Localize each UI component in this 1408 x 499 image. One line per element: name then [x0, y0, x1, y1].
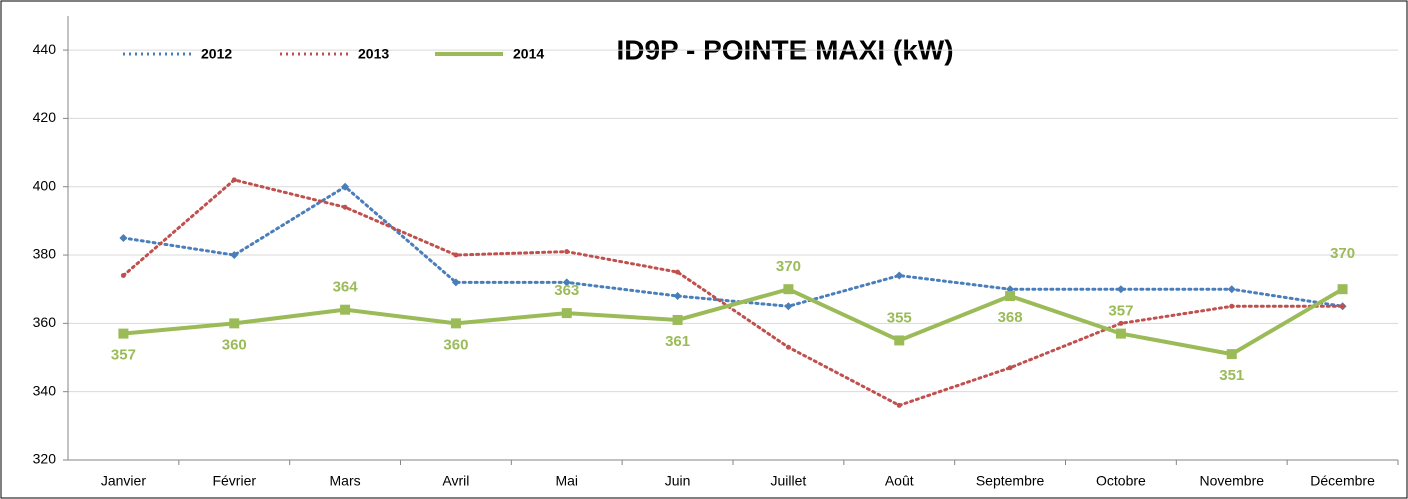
y-tick-label: 360	[33, 314, 57, 330]
marker	[342, 204, 348, 210]
marker	[785, 344, 791, 350]
data-label: 355	[887, 309, 912, 326]
x-tick-label: Mars	[330, 473, 361, 489]
marker	[451, 278, 460, 287]
x-tick-label: Janvier	[101, 473, 146, 489]
data-label: 370	[1330, 245, 1355, 262]
marker	[1007, 365, 1013, 371]
data-label: 364	[333, 279, 359, 296]
marker	[1229, 303, 1235, 309]
y-tick-label: 380	[33, 246, 57, 262]
x-tick-label: Juillet	[771, 473, 807, 489]
marker	[1116, 285, 1125, 294]
y-tick-label: 340	[33, 382, 57, 398]
marker	[673, 292, 682, 301]
marker	[1118, 320, 1124, 326]
marker	[120, 273, 126, 279]
marker	[230, 251, 239, 260]
x-tick-label: Octobre	[1096, 473, 1146, 489]
y-tick-label: 320	[33, 451, 57, 467]
marker	[672, 314, 683, 325]
data-label: 357	[1108, 303, 1133, 320]
data-label: 360	[222, 336, 247, 353]
data-label: 357	[111, 347, 136, 364]
marker	[894, 335, 905, 346]
marker	[562, 278, 571, 287]
data-label: 351	[1219, 367, 1244, 384]
marker	[675, 269, 681, 275]
marker	[231, 177, 237, 183]
marker	[561, 308, 572, 319]
marker	[229, 318, 240, 329]
series-line	[121, 178, 1345, 407]
x-tick-label: Septembre	[976, 473, 1045, 489]
legend-label: 2012	[201, 46, 232, 62]
marker	[896, 402, 902, 408]
marker	[1340, 303, 1346, 309]
x-tick-label: Juin	[665, 473, 691, 489]
marker	[340, 304, 351, 315]
data-label: 363	[554, 282, 579, 299]
data-label: 360	[443, 336, 468, 353]
marker	[784, 302, 793, 311]
marker	[1227, 285, 1236, 294]
marker	[1115, 328, 1126, 339]
marker	[895, 271, 904, 280]
marker	[118, 328, 129, 339]
marker	[450, 318, 461, 329]
y-tick-label: 400	[33, 177, 57, 193]
x-tick-label: Février	[212, 473, 256, 489]
marker	[1005, 291, 1016, 302]
data-label: 368	[998, 309, 1023, 326]
marker	[564, 249, 570, 255]
x-tick-label: Novembre	[1199, 473, 1264, 489]
data-label: 361	[665, 333, 690, 350]
x-tick-label: Avril	[442, 473, 469, 489]
y-tick-label: 440	[33, 41, 57, 57]
x-tick-label: Décembre	[1310, 473, 1375, 489]
marker	[119, 233, 128, 242]
series-line	[121, 184, 1345, 308]
data-label: 370	[776, 258, 801, 275]
marker	[783, 284, 794, 295]
x-tick-label: Août	[885, 473, 914, 489]
marker	[341, 182, 350, 191]
marker	[1226, 349, 1237, 360]
y-tick-label: 420	[33, 109, 57, 125]
marker	[1337, 284, 1348, 295]
x-tick-label: Mai	[555, 473, 578, 489]
legend-label: 2014	[513, 46, 544, 62]
series-line	[121, 287, 1345, 357]
legend-label: 2013	[358, 46, 389, 62]
marker	[453, 252, 459, 258]
